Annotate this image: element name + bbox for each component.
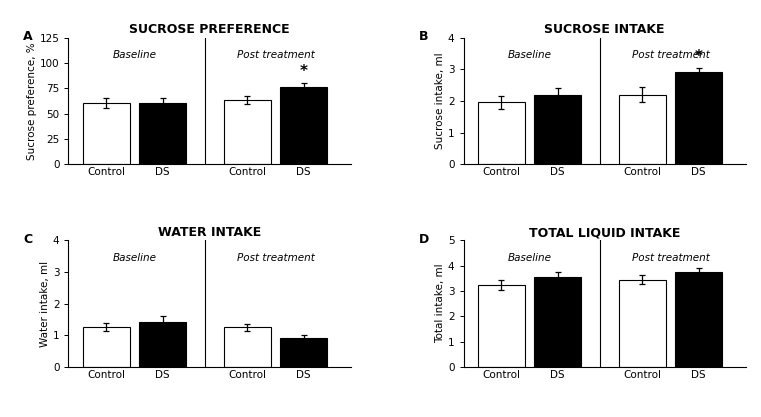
Text: *: * xyxy=(695,49,702,64)
Bar xyxy=(139,322,186,367)
Y-axis label: Sucrose intake, ml: Sucrose intake, ml xyxy=(435,53,445,149)
Y-axis label: Total intake, ml: Total intake, ml xyxy=(435,264,445,344)
Y-axis label: Water intake, ml: Water intake, ml xyxy=(40,261,50,347)
Bar xyxy=(675,272,722,367)
Title: SUCROSE INTAKE: SUCROSE INTAKE xyxy=(544,23,665,36)
Bar xyxy=(83,103,129,164)
Bar xyxy=(139,103,186,164)
Title: WATER INTAKE: WATER INTAKE xyxy=(158,226,261,239)
Bar xyxy=(619,279,666,367)
Text: C: C xyxy=(24,233,33,246)
Text: B: B xyxy=(419,30,428,43)
Bar xyxy=(224,327,271,367)
Text: *: * xyxy=(300,64,307,79)
Bar xyxy=(83,327,129,367)
Text: Baseline: Baseline xyxy=(113,50,156,60)
Text: Post treatment: Post treatment xyxy=(632,50,709,60)
Bar xyxy=(478,284,525,367)
Bar xyxy=(478,103,525,164)
Bar xyxy=(675,73,722,164)
Bar xyxy=(534,277,581,367)
Bar xyxy=(534,95,581,164)
Title: SUCROSE PREFERENCE: SUCROSE PREFERENCE xyxy=(129,23,290,36)
Text: Baseline: Baseline xyxy=(508,253,552,263)
Text: D: D xyxy=(419,233,428,246)
Bar xyxy=(619,95,666,164)
Text: Post treatment: Post treatment xyxy=(237,253,314,263)
Text: A: A xyxy=(24,30,33,43)
Y-axis label: Sucrose preference, %: Sucrose preference, % xyxy=(27,42,37,160)
Text: Post treatment: Post treatment xyxy=(632,253,709,263)
Bar xyxy=(280,87,327,164)
Bar xyxy=(280,337,327,367)
Text: Baseline: Baseline xyxy=(113,253,156,263)
Bar xyxy=(224,100,271,164)
Text: Baseline: Baseline xyxy=(508,50,552,60)
Text: Post treatment: Post treatment xyxy=(237,50,314,60)
Title: TOTAL LIQUID INTAKE: TOTAL LIQUID INTAKE xyxy=(529,226,680,239)
